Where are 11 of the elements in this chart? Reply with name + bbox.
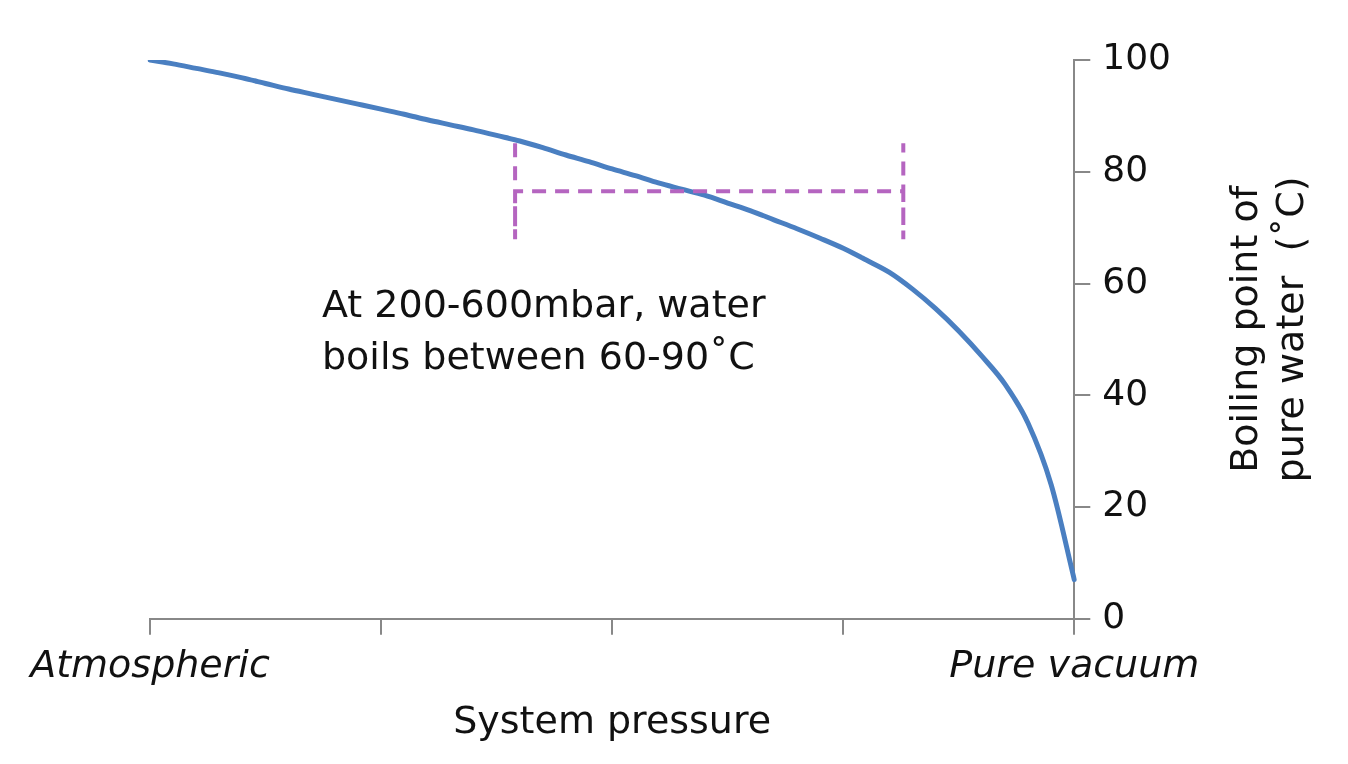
y-axis-title: Boiling point of pure water (˚C) [1221,176,1312,483]
y-tick-label: 0 [1102,595,1126,637]
ref-line-label: At 200-600mbar, water boils between 60-90˚C [322,281,767,380]
y-tick-label: 80 [1102,148,1149,190]
y-tick-label: 40 [1102,371,1149,413]
x-tick-label: Atmospheric [27,642,270,687]
x-tick-label: Pure vacuum [949,642,1200,687]
y-tick-label: 60 [1102,259,1149,301]
y-tick-label: 20 [1102,483,1149,525]
y-tick-label: 100 [1102,36,1172,78]
x-axis-title: System pressure [453,698,772,743]
